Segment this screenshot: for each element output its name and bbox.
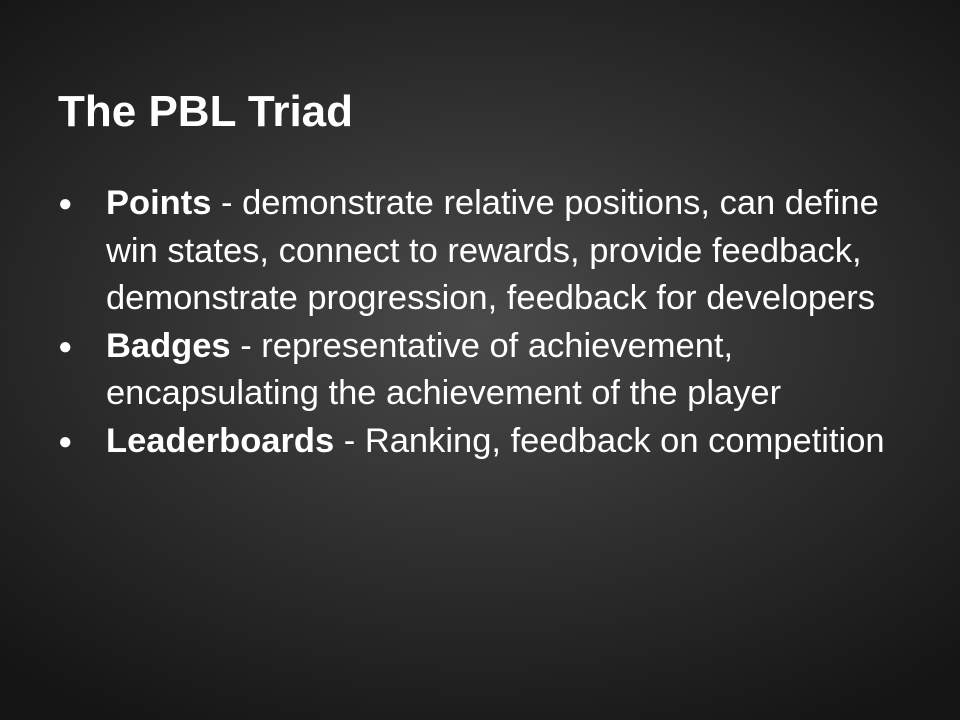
bullet-item-badges: ● Badges - representative of achievement… — [58, 323, 908, 418]
bullet-term: Points — [106, 184, 212, 222]
bullet-list: ● Points - demonstrate relative position… — [58, 180, 908, 465]
bullet-dot-icon: ● — [58, 427, 73, 455]
bullet-text: - Ranking, feedback on competition — [334, 421, 885, 460]
bullet-text: - demonstrate relative positions, can de… — [106, 184, 879, 317]
bullet-dot-icon: ● — [58, 190, 73, 217]
slide-title: The PBL Triad — [58, 87, 354, 136]
bullet-item-leaderboards: ● Leaderboards - Ranking, feedback on co… — [58, 418, 908, 466]
bullet-term: Leaderboards — [106, 421, 335, 460]
bullet-term: Badges — [106, 326, 231, 365]
bullet-item-points: ● Points - demonstrate relative position… — [58, 180, 908, 323]
bullet-text: - representative of achievement, encapsu… — [106, 326, 782, 413]
bullet-dot-icon: ● — [58, 332, 73, 360]
